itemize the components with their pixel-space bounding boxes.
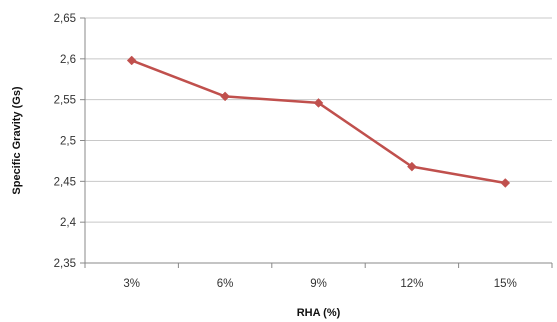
data-point-marker bbox=[220, 91, 230, 102]
grid-layer bbox=[85, 17, 552, 223]
data-point-marker bbox=[126, 55, 137, 66]
y-tick-label: 2,5 bbox=[60, 136, 76, 148]
y-tick-label: 2,4 bbox=[60, 217, 77, 229]
data-point-marker bbox=[500, 178, 511, 188]
x-tick-label: 6% bbox=[217, 278, 234, 290]
tick-label-layer: 2,35 2,4 2,45 2,5 2,55 2,6 2,65 3% 6% 9% 12% 15% bbox=[54, 13, 517, 290]
data-point-marker bbox=[313, 98, 324, 108]
x-tick-label: 12% bbox=[400, 278, 423, 290]
y-tick-label: 2,65 bbox=[54, 13, 76, 25]
series-layer bbox=[126, 55, 511, 188]
y-axis-title: Specific Gravity (Gs) bbox=[11, 86, 23, 195]
y-tick-label: 2,45 bbox=[54, 176, 76, 188]
x-tick-label: 15% bbox=[494, 278, 517, 290]
series-line bbox=[131, 59, 506, 185]
x-tick-label: 9% bbox=[310, 278, 327, 290]
data-point-marker bbox=[407, 161, 417, 172]
x-tick-label: 3% bbox=[123, 278, 140, 290]
y-tick-label: 2,35 bbox=[54, 258, 76, 270]
axis-layer bbox=[80, 17, 553, 268]
y-tick-label: 2,6 bbox=[60, 54, 76, 66]
x-axis-title: RHA (%) bbox=[297, 307, 341, 319]
y-tick-label: 2,55 bbox=[54, 95, 76, 107]
